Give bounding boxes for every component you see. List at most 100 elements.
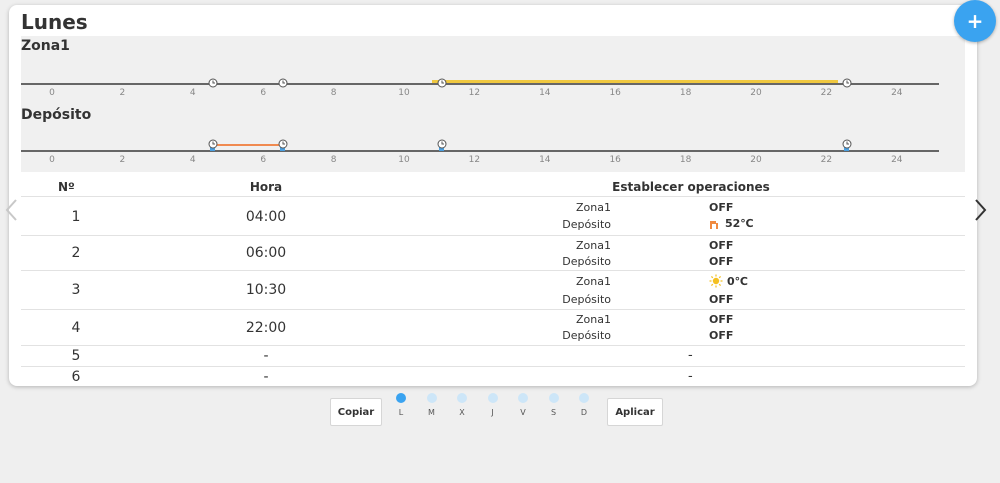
deposito-value: OFF <box>709 329 733 342</box>
table-row[interactable]: 4 22:00 Zona1 OFF Depósito OFF <box>21 309 965 345</box>
day-dot[interactable] <box>396 393 406 403</box>
zone1-title: Zona1 <box>21 38 70 54</box>
prev-arrow-icon[interactable] <box>2 195 22 225</box>
deposito-label: Depósito <box>562 293 611 306</box>
table-row[interactable]: 2 06:00 Zona1 OFF Depósito OFF <box>21 235 965 270</box>
day-option[interactable]: V <box>513 393 533 417</box>
day-dot[interactable] <box>548 393 559 403</box>
clock-icon[interactable] <box>437 134 447 149</box>
row-time: 06:00 <box>245 245 287 261</box>
row-number: 2 <box>71 245 81 261</box>
day-dot[interactable] <box>518 393 528 403</box>
day-option[interactable]: J <box>483 393 503 417</box>
day-option[interactable]: M <box>422 393 442 417</box>
zone1-value: OFF <box>709 239 733 252</box>
header-hora: Hora <box>249 180 283 194</box>
next-arrow-icon[interactable] <box>970 195 990 225</box>
clock-icon[interactable] <box>842 134 852 149</box>
day-option[interactable]: X <box>452 393 472 417</box>
day-dot[interactable] <box>457 393 467 403</box>
zone1-label: Zona1 <box>576 313 611 326</box>
axis-tick-label: 0 <box>49 88 55 98</box>
clock-icon[interactable] <box>208 134 218 149</box>
axis-tick-label: 22 <box>820 155 833 165</box>
clock-icon[interactable] <box>278 134 288 149</box>
clock-icon[interactable] <box>208 73 218 88</box>
axis-tick-label: 10 <box>398 155 410 165</box>
axis-tick-label: 20 <box>750 88 762 98</box>
add-button[interactable]: + <box>954 0 996 42</box>
copy-button[interactable]: Copiar <box>330 398 382 426</box>
zone1-active-segment <box>432 80 838 83</box>
axis-tick-label: 14 <box>539 88 551 98</box>
axis-tick-label: 16 <box>609 88 621 98</box>
axis-tick-label: 8 <box>330 88 337 98</box>
zone1-label: Zona1 <box>576 239 611 252</box>
axis-tick-label: 4 <box>189 88 196 98</box>
axis-tick-label: 18 <box>679 88 692 98</box>
sun-icon <box>709 274 723 288</box>
zone1-label: Zona1 <box>576 275 611 288</box>
deposito-value: OFF <box>709 293 733 306</box>
row-number: 6 <box>71 369 81 385</box>
day-label: M <box>428 408 435 417</box>
axis-tick-label: 12 <box>468 155 481 165</box>
apply-button[interactable]: Aplicar <box>607 398 663 426</box>
axis-tick-label: 20 <box>750 155 762 165</box>
clock-icon[interactable] <box>437 73 447 88</box>
zone1-value: OFF <box>709 201 733 214</box>
day-dot[interactable] <box>579 393 589 403</box>
deposito-value-text: OFF <box>709 255 734 268</box>
day-option[interactable]: D <box>574 393 594 417</box>
axis-tick-label: 10 <box>398 88 410 98</box>
zone1-value-text: OFF <box>709 313 734 326</box>
row-operations: - <box>688 369 693 384</box>
day-label: S <box>550 408 557 417</box>
row-time: 22:00 <box>245 320 287 336</box>
axis-tick-label: 0 <box>49 155 55 165</box>
row-time: - <box>263 348 269 364</box>
axis-tick-label: 22 <box>820 88 833 98</box>
deposito-active-segment <box>212 144 283 146</box>
zone1-track <box>21 83 939 85</box>
table-row[interactable]: 6 - - <box>21 366 965 387</box>
table-row[interactable]: 3 10:30 Zona1 0℃ Depósito OFF <box>21 270 965 309</box>
day-dot[interactable] <box>487 393 498 403</box>
axis-tick-label: 2 <box>119 88 126 98</box>
day-label: L <box>398 408 404 417</box>
deposito-label: Depósito <box>562 255 611 268</box>
axis-tick-label: 8 <box>330 155 337 165</box>
table-row[interactable]: 1 04:00 Zona1 OFF Depósito 52℃ <box>21 196 965 235</box>
day-label: V <box>520 408 526 417</box>
header-num: Nº <box>58 180 75 194</box>
day-option[interactable]: S <box>544 393 564 417</box>
day-label: X <box>459 408 465 417</box>
zone1-value: OFF <box>709 313 733 326</box>
axis-tick-label: 6 <box>260 88 267 98</box>
day-dot[interactable] <box>426 393 437 403</box>
zone1-label: Zona1 <box>576 201 611 214</box>
deposito-label: Depósito <box>562 218 611 231</box>
deposito-label: Depósito <box>562 329 611 342</box>
row-time: 10:30 <box>245 282 287 298</box>
row-number: 5 <box>71 348 81 364</box>
axis-tick-label: 2 <box>119 155 126 165</box>
zone1-value-text: 0℃ <box>727 274 748 288</box>
header-operaciones: Establecer operaciones <box>612 180 770 194</box>
table-row[interactable]: 5 - - <box>21 345 965 366</box>
day-label: D <box>580 408 588 417</box>
deposito-value-text: 52℃ <box>725 217 754 230</box>
day-option[interactable]: L <box>391 393 411 417</box>
row-time: 04:00 <box>245 209 287 225</box>
clock-icon[interactable] <box>278 73 288 88</box>
heater-icon <box>710 220 718 229</box>
row-time: - <box>263 369 269 385</box>
axis-tick-label: 12 <box>468 88 481 98</box>
day-label: J <box>491 408 494 417</box>
row-number: 3 <box>71 282 81 298</box>
clock-icon[interactable] <box>842 73 852 88</box>
zone1-value-text: OFF <box>709 201 734 214</box>
deposito-title: Depósito <box>21 107 92 123</box>
deposito-track <box>21 150 939 152</box>
